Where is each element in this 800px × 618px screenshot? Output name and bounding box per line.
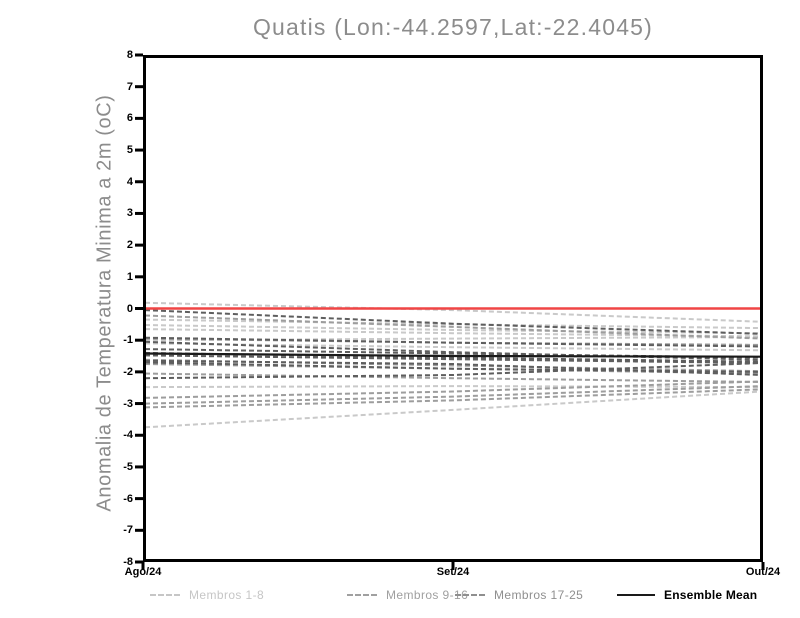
y-tick-label: -2 [123,365,133,378]
x-tick-label: Ago/24 [124,566,162,578]
member-line [144,354,763,364]
legend-dashed-line-sample [455,594,485,596]
chart-legend: Membros 1-8 Membros 9-16 Membros 17-25 Ense… [0,588,800,604]
y-tick-label: 8 [126,49,133,61]
x-tick-label: Out/24 [745,566,781,578]
y-tick-label: -7 [123,524,133,537]
legend-solid-line-sample [617,594,655,596]
ensemble-mean-line [144,352,763,358]
member-line [144,388,763,409]
y-tick-label: 6 [126,112,133,125]
member-line [144,324,763,335]
member-line [144,380,763,399]
member-line [144,351,763,363]
y-tick-label: -1 [123,334,133,347]
y-tick-label: -4 [123,429,133,442]
member-line [144,390,763,429]
member-line [144,372,763,383]
series-lines-group [144,301,763,429]
member-line [144,309,763,335]
y-tick-label: 5 [126,144,133,157]
legend-label: Membros 1-8 [189,588,265,602]
member-line [144,336,763,342]
legend-label: Membros 17-25 [494,588,584,602]
y-tick-label: 7 [126,80,133,93]
y-tick-label: -5 [123,460,133,473]
member-line [144,301,763,323]
member-line [144,362,763,380]
legend-label: Ensemble Mean [664,588,758,602]
member-line [144,358,763,373]
plot-border [143,55,763,562]
y-tick-label: -3 [123,397,133,410]
y-tick-label: 1 [126,270,133,283]
member-line [144,336,763,348]
member-line [144,342,763,352]
legend-label: Membros 9-16 [386,588,469,602]
x-tick-label: Set/24 [436,566,470,578]
member-line [144,385,763,405]
y-tick-label: 2 [126,239,133,252]
y-tick-label: 0 [126,302,133,315]
member-line [144,361,763,373]
legend-item: Ensemble Mean [617,588,757,602]
legend-item: Membros 9-16 [347,588,468,602]
y-tick-label: -8 [123,556,133,568]
member-line [144,385,763,389]
y-tick-label: -6 [123,492,133,505]
legend-dashed-line-sample [150,594,180,596]
legend-dashed-line-sample [347,594,377,596]
legend-item: Membros 17-25 [455,588,583,602]
y-tick-label: 4 [126,175,133,188]
legend-item: Membros 1-8 [150,588,264,602]
y-tick-label: 3 [126,207,133,220]
axes-group [135,53,765,570]
member-line [144,314,763,340]
chart-title: Quatis (Lon:-44.2597,Lat:-22.4045) [252,14,654,40]
